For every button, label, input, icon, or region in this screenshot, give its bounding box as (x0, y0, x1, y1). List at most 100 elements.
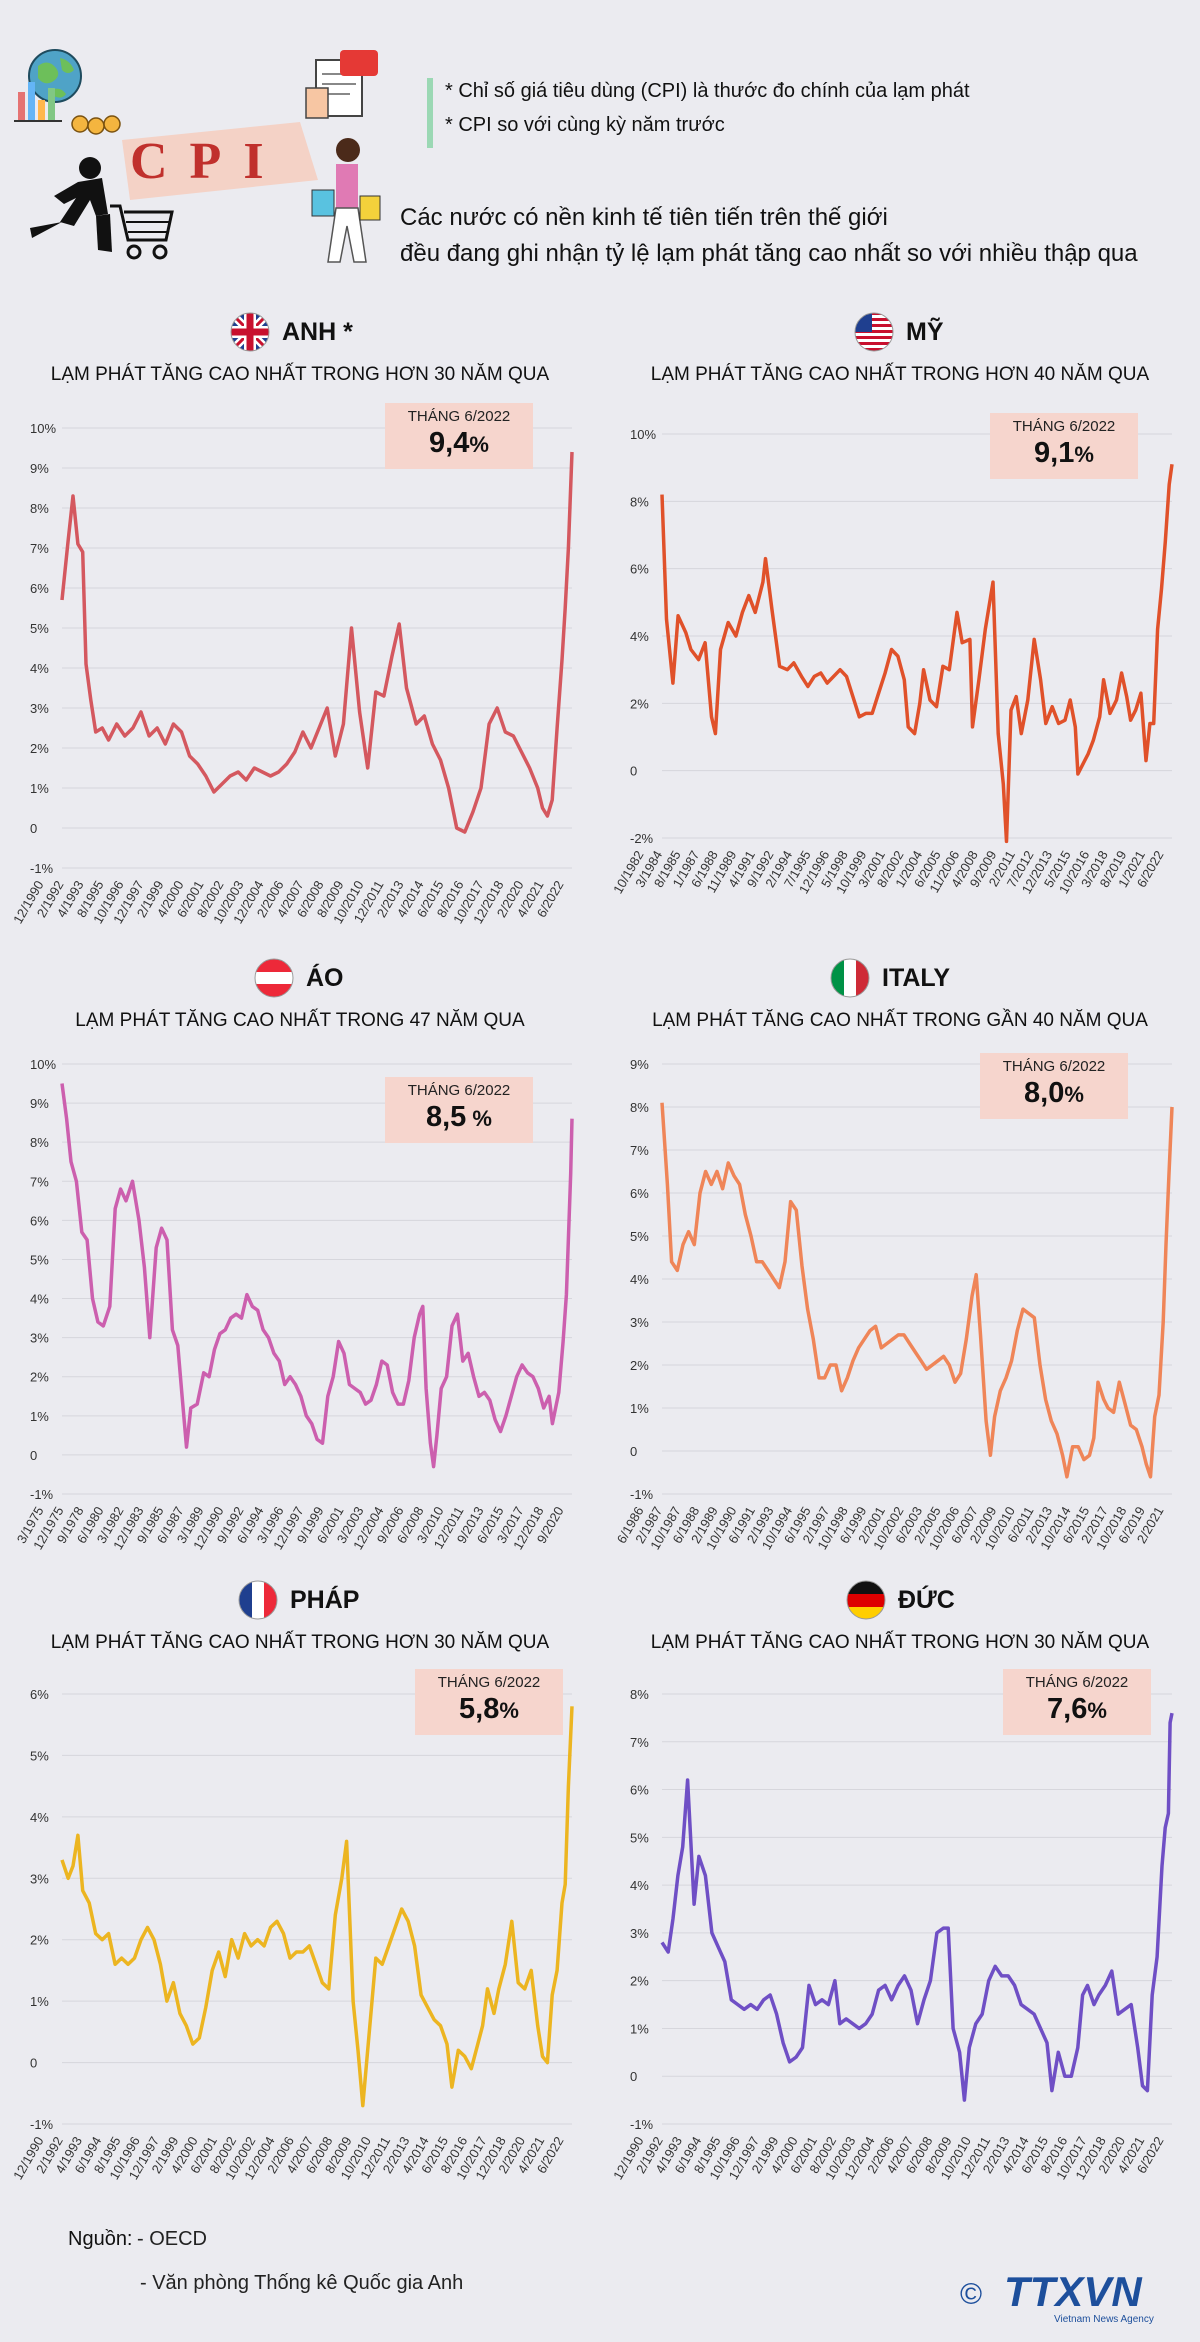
france-cpi-line (60, 1706, 574, 2108)
germany-cpi-line (660, 1712, 1174, 2102)
austria-callout-label: THÁNG 6/2022 (407, 1082, 511, 1099)
us-flag (854, 312, 894, 352)
y-tick-label: -1% (30, 2117, 54, 2132)
france-callout-unit: % (499, 1698, 519, 1723)
bar-chart-icon (14, 82, 62, 122)
france-callout: THÁNG 6/2022 5,8% (415, 1669, 563, 1735)
france-flag-icon (238, 1580, 278, 1620)
austria-flag-icon (254, 958, 294, 998)
uk-country-name: ANH * (282, 318, 353, 346)
austria-chart: -1%01%2%3%4%5%6%7%8%9%10%3/197512/19759/… (14, 1057, 574, 1552)
y-tick-label: 5% (30, 1252, 49, 1267)
y-tick-label: 4% (630, 1878, 649, 1893)
y-tick-label: 8% (630, 1100, 649, 1115)
y-tick-label: 4% (30, 1292, 49, 1307)
y-tick-label: 3% (630, 1315, 649, 1330)
france-callout-number: 5,8 (459, 1693, 500, 1725)
wallet-icon (305, 50, 378, 119)
cpi-banner: CPI (122, 122, 318, 200)
y-tick-label: 2% (30, 1370, 49, 1385)
germany-chart: -1%01%2%3%4%5%6%7%8%12/19902/19924/19936… (610, 1687, 1174, 2182)
austria-country-name: ÁO (306, 964, 344, 992)
austria-flag (254, 958, 294, 998)
france-chart: -1%01%2%3%4%5%6%12/19902/19924/19936/199… (10, 1687, 574, 2182)
bullet-accent-bar (427, 78, 433, 148)
y-tick-label: 8% (630, 1687, 649, 1702)
uk-flag-icon (230, 312, 270, 352)
y-tick-label: 9% (30, 461, 49, 476)
globe-icon (28, 49, 82, 103)
copyright-icon: © (960, 2278, 982, 2311)
logo-text: TTXVN (1004, 2268, 1143, 2315)
us-chart: -2%02%4%6%8%10%10/19823/19848/19851/1987… (610, 427, 1174, 896)
italy-flag (830, 958, 870, 998)
italy-flag-icon (830, 958, 870, 998)
us-callout-unit: % (1074, 442, 1094, 467)
austria-callout: THÁNG 6/2022 8,5 % (385, 1077, 533, 1143)
italy-country-name: ITALY (882, 964, 951, 992)
ttxvn-logo: © TTXVN Vietnam News Agency (960, 2268, 1154, 2325)
y-tick-label: 3% (30, 701, 49, 716)
us-cpi-line (660, 464, 1174, 844)
y-tick-label: 4% (630, 1272, 649, 1287)
italy-callout-number: 8,0 (1024, 1077, 1065, 1109)
y-tick-label: 1% (630, 1401, 649, 1416)
y-tick-label: 2% (630, 696, 649, 711)
shopper-woman-icon (311, 138, 381, 263)
italy-callout-value: 8,0% (980, 1077, 1128, 1110)
france-subtitle: LẠM PHÁT TĂNG CAO NHẤT TRONG HƠN 30 NĂM … (50, 1632, 550, 1653)
us-callout: THÁNG 6/2022 9,1% (990, 413, 1138, 479)
y-tick-label: 3% (630, 1926, 649, 1941)
germany-flag (846, 1580, 886, 1620)
france-callout-value: 5,8% (415, 1693, 563, 1726)
germany-callout-number: 7,6 (1047, 1693, 1088, 1725)
y-tick-label: 0 (30, 1448, 37, 1463)
y-tick-label: 6% (630, 1783, 649, 1798)
y-tick-label: 5% (30, 621, 49, 636)
y-tick-label: 0 (630, 1444, 637, 1459)
germany-flag-icon (846, 1580, 886, 1620)
italy-chart: -1%01%2%3%4%5%6%7%8%9%6/19862/198710/198… (614, 1057, 1174, 1552)
y-tick-label: 7% (630, 1143, 649, 1158)
y-tick-label: 7% (630, 1735, 649, 1750)
y-tick-label: 0 (630, 2069, 637, 2084)
y-tick-label: 10% (630, 427, 656, 442)
y-tick-label: 2% (630, 1358, 649, 1373)
cpi-text: CPI (130, 133, 286, 190)
y-tick-label: -1% (30, 861, 54, 876)
uk-callout-number: 9,4 (429, 427, 470, 459)
italy-callout-unit: % (1064, 1082, 1084, 1107)
austria-callout-number: 8,5 (425, 1101, 467, 1133)
y-tick-label: 8% (630, 494, 649, 509)
y-tick-label: 9% (30, 1096, 49, 1111)
y-tick-label: 2% (630, 1974, 649, 1989)
germany-callout-unit: % (1087, 1698, 1107, 1723)
y-tick-label: 10% (30, 1057, 56, 1072)
uk-cpi-line (60, 451, 574, 834)
y-tick-label: -1% (30, 1487, 54, 1502)
intro-line-2: đều đang ghi nhận tỷ lệ lạm phát tăng ca… (400, 240, 1138, 267)
germany-subtitle: LẠM PHÁT TĂNG CAO NHẤT TRONG HƠN 30 NĂM … (650, 1632, 1150, 1653)
uk-callout-value: 9,4% (385, 427, 533, 460)
uk-callout: THÁNG 6/2022 9,4% (385, 403, 533, 469)
y-tick-label: 1% (30, 1994, 49, 2009)
bullet-cpi-definition: * Chỉ số giá tiêu dùng (CPI) là thước đo… (445, 80, 970, 102)
y-tick-label: 8% (30, 501, 49, 516)
us-callout-number: 9,1 (1034, 437, 1075, 469)
y-tick-label: 0 (30, 821, 37, 836)
y-tick-label: 7% (30, 1174, 49, 1189)
y-tick-label: 6% (630, 562, 649, 577)
y-tick-label: 6% (630, 1186, 649, 1201)
italy-callout: THÁNG 6/2022 8,0% (980, 1053, 1128, 1119)
header-illustration: CPI (14, 49, 381, 263)
italy-cpi-line (660, 1102, 1174, 1479)
y-tick-label: 0 (630, 764, 637, 779)
italy-callout-label: THÁNG 6/2022 (1002, 1058, 1106, 1075)
france-flag (238, 1580, 278, 1620)
us-country-name: MỸ (906, 318, 944, 346)
y-tick-label: -2% (630, 831, 654, 846)
uk-chart: -1%01%2%3%4%5%6%7%8%9%10%12/19902/19924/… (10, 421, 574, 926)
y-tick-label: 4% (30, 1810, 49, 1825)
shopping-cart-icon (110, 204, 174, 260)
italy-subtitle: LẠM PHÁT TĂNG CAO NHẤT TRONG GẦN 40 NĂM … (652, 1010, 1148, 1031)
